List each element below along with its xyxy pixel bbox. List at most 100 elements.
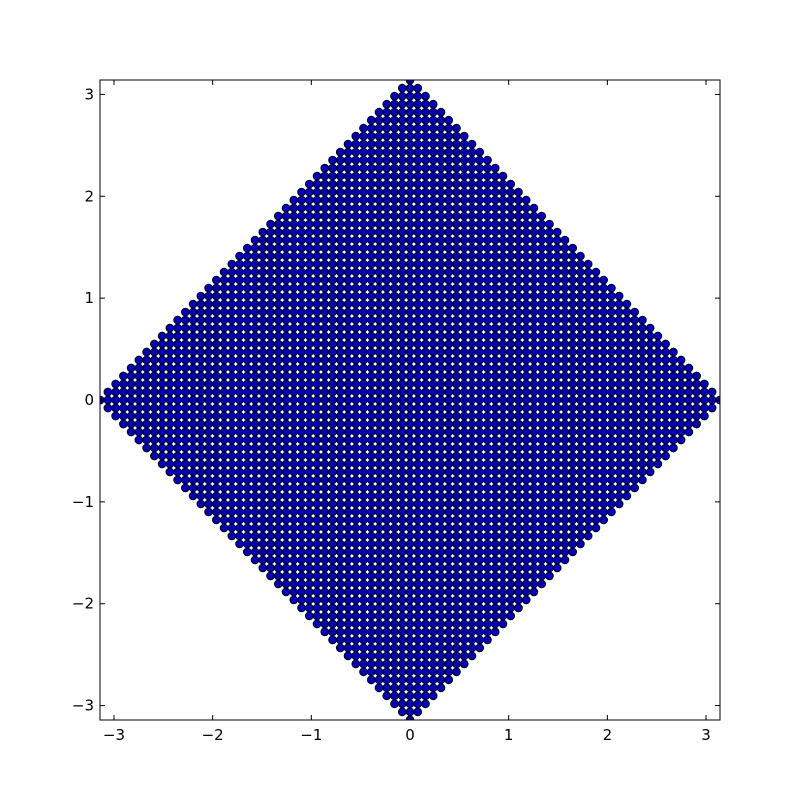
scatter-point [452, 659, 461, 669]
scatter-point [188, 427, 198, 437]
scatter-point [607, 427, 616, 437]
scatter-point [607, 499, 616, 509]
scatter-point [359, 395, 368, 405]
scatter-point [235, 427, 244, 437]
scatter-point [560, 531, 570, 541]
scatter-point [506, 251, 516, 261]
scatter-point [529, 459, 539, 469]
scatter-point [699, 387, 709, 397]
scatter-point [529, 251, 539, 261]
scatter-point [436, 275, 446, 285]
scatter-point [405, 347, 415, 357]
scatter-point [242, 395, 252, 405]
scatter-point [273, 539, 283, 549]
scatter-point [428, 659, 438, 669]
scatter-point [258, 435, 268, 445]
scatter-point [576, 403, 585, 413]
scatter-point [390, 595, 399, 605]
scatter-point [312, 459, 322, 469]
scatter-point [165, 379, 175, 389]
scatter-point [405, 611, 415, 621]
scatter-point [320, 459, 330, 469]
scatter-point [467, 611, 477, 621]
scatter-point [150, 347, 159, 357]
scatter-point [475, 619, 485, 629]
scatter-point [343, 139, 353, 149]
scatter-point [328, 283, 337, 293]
scatter-point [568, 339, 578, 349]
scatter-point [459, 307, 469, 317]
scatter-point [483, 563, 492, 573]
scatter-point [297, 483, 306, 493]
scatter-point [242, 507, 252, 517]
scatter-point [413, 619, 423, 629]
scatter-point [452, 339, 461, 349]
scatter-point [266, 435, 275, 445]
scatter-point [428, 227, 438, 237]
scatter-point [583, 339, 593, 349]
scatter-point [250, 347, 260, 357]
scatter-point [498, 299, 508, 309]
scatter-point [607, 291, 616, 301]
scatter-point [436, 427, 446, 437]
scatter-point [258, 403, 268, 413]
scatter-point [165, 403, 175, 413]
scatter-point [219, 387, 229, 397]
scatter-point [537, 227, 547, 237]
scatter-point [390, 451, 399, 461]
scatter-point [614, 411, 624, 421]
scatter-point [498, 539, 508, 549]
scatter-point [436, 443, 446, 453]
scatter-point [374, 523, 384, 533]
scatter-point [359, 123, 368, 133]
scatter-point [366, 491, 376, 501]
scatter-point [483, 403, 492, 413]
scatter-point [444, 523, 454, 533]
scatter-point [242, 547, 252, 557]
scatter-point [521, 387, 531, 397]
scatter-point [312, 427, 322, 437]
scatter-point [204, 427, 213, 437]
scatter-point [638, 427, 647, 437]
scatter-point [428, 275, 438, 285]
scatter-point [645, 403, 655, 413]
scatter-point [545, 459, 554, 469]
scatter-point [366, 563, 376, 573]
scatter-point [405, 515, 415, 525]
scatter-point [591, 443, 601, 453]
scatter-point [258, 523, 268, 533]
scatter-point [343, 347, 353, 357]
scatter-point [312, 515, 322, 525]
scatter-point [320, 251, 330, 261]
scatter-point [150, 435, 159, 445]
scatter-point [459, 547, 469, 557]
scatter-point [312, 315, 322, 325]
scatter-point [405, 499, 415, 509]
scatter-point [196, 475, 206, 485]
scatter-point [219, 443, 229, 453]
scatter-point [359, 667, 368, 677]
scatter-point [242, 331, 252, 341]
scatter-point [235, 411, 244, 421]
scatter-point [591, 499, 601, 509]
scatter-point [421, 251, 430, 261]
scatter-point [498, 243, 508, 253]
scatter-point [436, 475, 446, 485]
scatter-point [467, 179, 477, 189]
scatter-point [397, 243, 407, 253]
scatter-point [653, 459, 663, 469]
scatter-point [405, 395, 415, 405]
scatter-point [498, 451, 508, 461]
scatter-point [514, 547, 523, 557]
scatter-point [382, 203, 392, 213]
scatter-point [397, 235, 407, 245]
scatter-point [382, 363, 392, 373]
scatter-point [521, 363, 531, 373]
scatter-point [669, 347, 678, 357]
scatter-point [467, 643, 477, 653]
scatter-point [212, 315, 221, 325]
scatter-point [490, 507, 500, 517]
scatter-point [483, 611, 492, 621]
scatter-point [436, 187, 446, 197]
y-tick-label: −1 [72, 493, 94, 511]
